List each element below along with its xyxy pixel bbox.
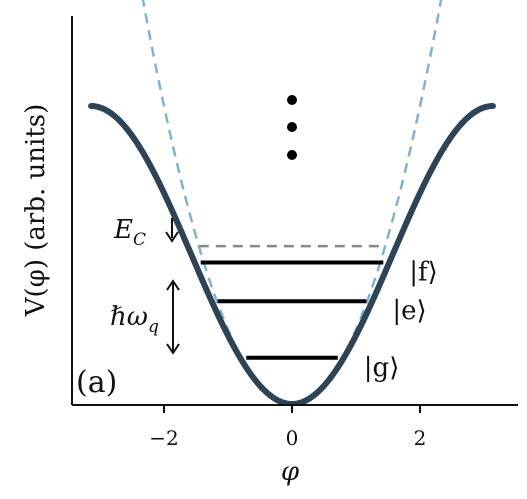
ellipsis-dots (287, 95, 297, 160)
level-g-label: |g⟩ (364, 353, 400, 383)
x-tick-label: 0 (286, 426, 299, 450)
level-e-label: |e⟩ (392, 296, 426, 326)
y-axis-title: V(φ) (arb. units) (21, 104, 51, 318)
level-spacing-label: ℏωq (110, 302, 159, 337)
cosine-potential-curve (88, 103, 496, 404)
charging-energy-label: EC (113, 215, 146, 250)
level-f-label: |f⟩ (409, 258, 438, 288)
harmonic-approximation-curve (141, 0, 443, 404)
charging-energy-arrow (165, 218, 179, 243)
level-spacing-arrow (166, 279, 180, 355)
panel-label: (a) (76, 365, 117, 400)
x-axis-title: φ (281, 457, 300, 487)
x-ticks: −2 0 2 (149, 405, 426, 450)
x-tick-label: −2 (149, 426, 178, 450)
x-tick-label: 2 (414, 426, 427, 450)
